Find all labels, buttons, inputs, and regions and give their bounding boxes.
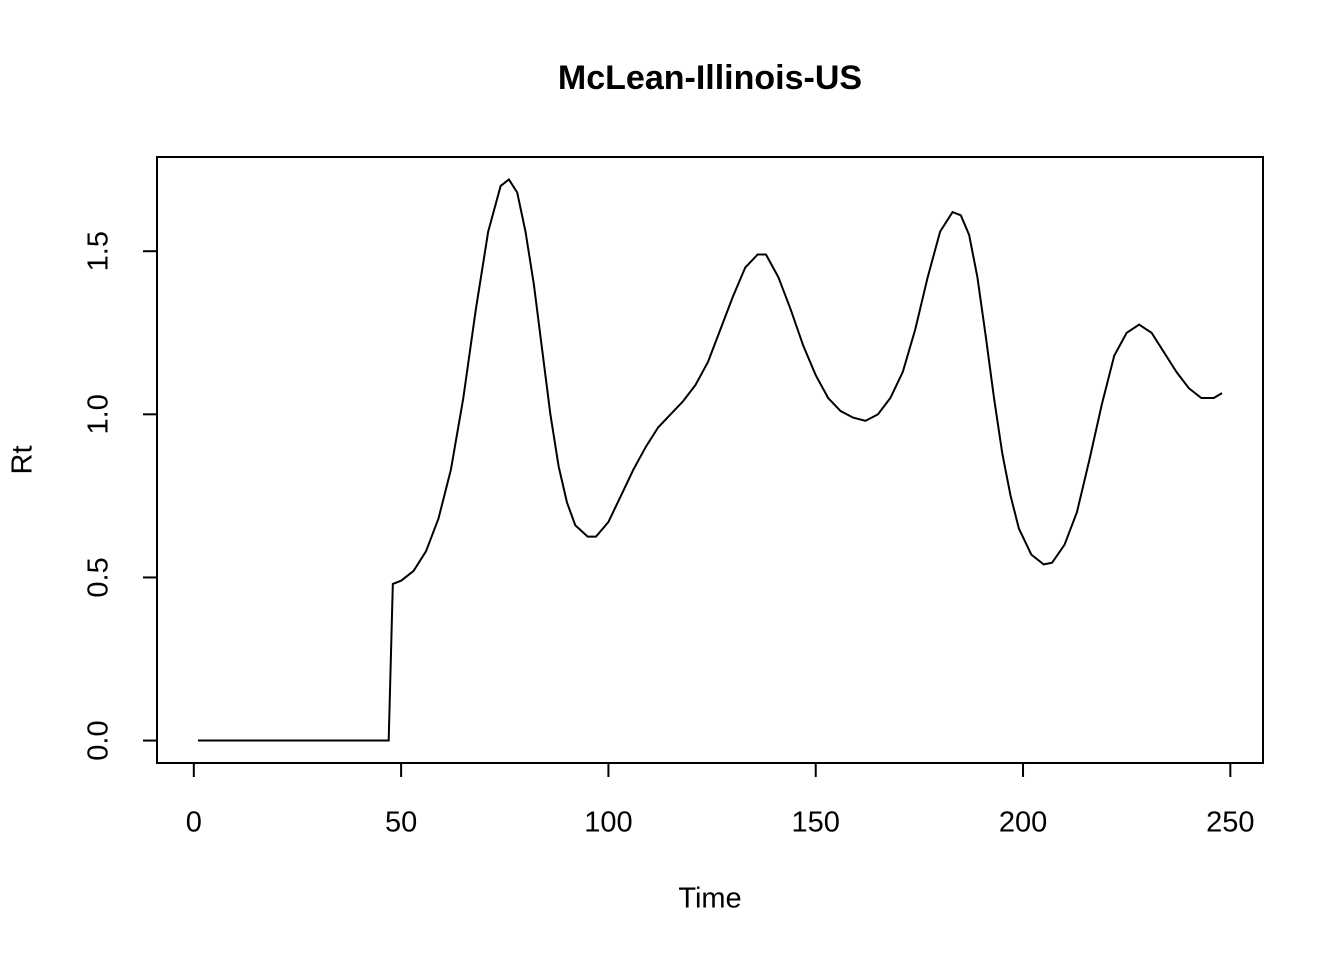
x-tick-label: 200 [999, 807, 1047, 839]
x-tick-label: 100 [584, 807, 632, 839]
y-axis-label: Rt [7, 446, 39, 475]
y-tick-label: 1.0 [83, 394, 115, 434]
chart-title: McLean-Illinois-US [558, 59, 862, 97]
x-tick-label: 250 [1206, 807, 1254, 839]
y-tick-label: 0.0 [83, 720, 115, 760]
plot-box [156, 156, 1264, 764]
x-tick-label: 150 [792, 807, 840, 839]
x-tick-label: 50 [385, 807, 417, 839]
y-tick-label: 0.5 [83, 557, 115, 597]
data-line [197, 177, 1223, 742]
y-tick-label: 1.5 [83, 231, 115, 271]
x-tick-label: 0 [186, 807, 202, 839]
x-axis-label: Time [678, 883, 741, 915]
